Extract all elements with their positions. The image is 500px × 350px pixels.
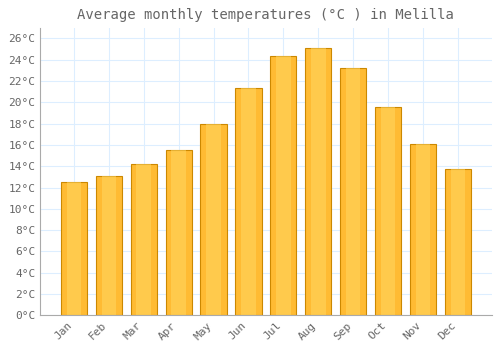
Bar [270,56,296,315]
Bar [451,169,466,315]
Bar [305,48,332,315]
Bar [206,124,220,315]
Bar [166,150,192,315]
Bar [200,124,226,315]
Bar [381,106,396,315]
Bar [445,169,471,315]
Bar [410,144,436,315]
Bar [130,164,157,315]
Bar [60,182,87,315]
Bar [96,176,122,315]
Bar [136,164,151,315]
Bar [236,89,262,315]
Bar [375,106,402,315]
Title: Average monthly temperatures (°C ) in Melilla: Average monthly temperatures (°C ) in Me… [78,8,454,22]
Bar [346,68,360,315]
Bar [276,56,290,315]
Bar [416,144,430,315]
Bar [66,182,81,315]
Bar [172,150,186,315]
Bar [242,89,256,315]
Bar [102,176,116,315]
Bar [311,48,326,315]
Bar [340,68,366,315]
